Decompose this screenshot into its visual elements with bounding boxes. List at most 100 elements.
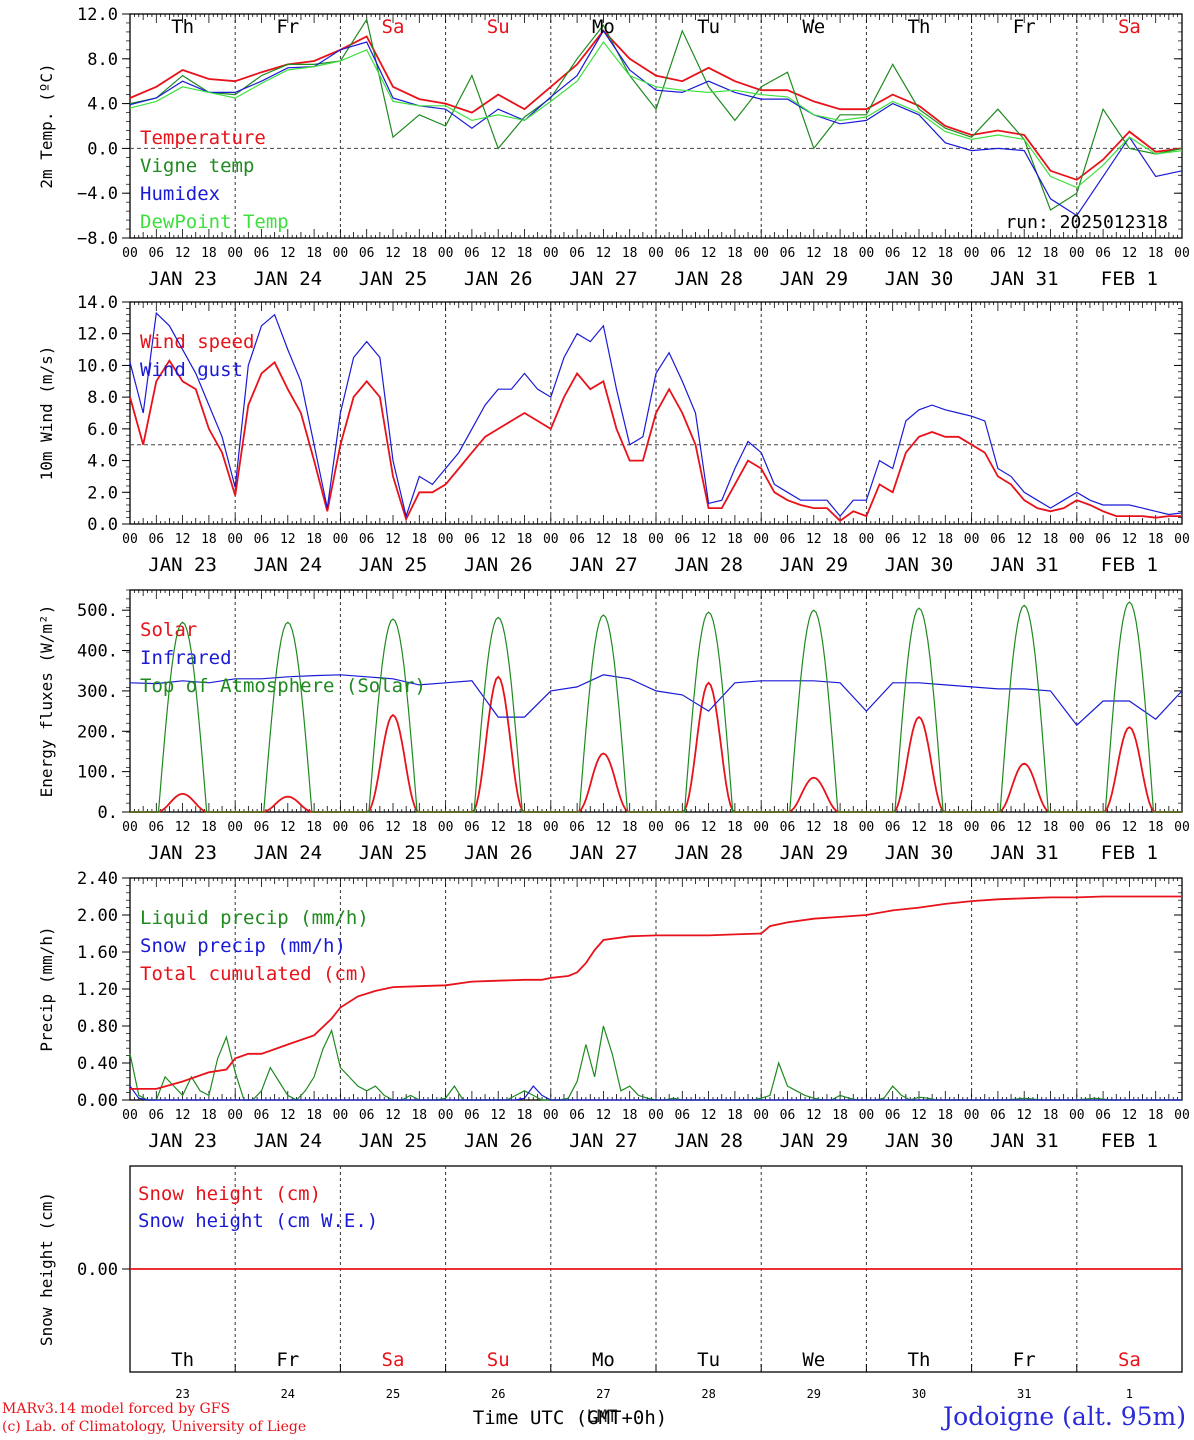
y-axis-label: 10m Wind (m/s) xyxy=(37,346,56,481)
y-tick-label: 100. xyxy=(77,763,118,783)
hour-tick-label: 00 xyxy=(333,820,349,835)
hour-tick-label: 12 xyxy=(1122,820,1138,835)
hour-tick-label: 06 xyxy=(359,532,375,547)
hour-tick-label: 18 xyxy=(832,532,848,547)
hour-tick-label: 06 xyxy=(148,1108,164,1123)
hour-tick-label: 06 xyxy=(990,820,1006,835)
hour-tick-label: 18 xyxy=(832,1108,848,1123)
day-number-label: 27 xyxy=(596,1387,610,1401)
hour-tick-label: 06 xyxy=(885,532,901,547)
hour-tick-label: 18 xyxy=(1043,820,1059,835)
y-axis-label: Precip (mm/h) xyxy=(37,926,56,1051)
date-label: JAN 24 xyxy=(253,842,322,864)
weekday-label: Mo xyxy=(592,1349,615,1371)
hour-tick-label: 06 xyxy=(254,820,270,835)
date-label: JAN 29 xyxy=(779,1130,848,1152)
hour-tick-label: 06 xyxy=(359,1108,375,1123)
date-label: FEB 1 xyxy=(1101,554,1158,576)
date-label: JAN 25 xyxy=(359,1130,428,1152)
y-tick-label: 4.0 xyxy=(87,95,118,115)
y-tick-label: 0.00 xyxy=(77,1091,118,1111)
date-label: JAN 28 xyxy=(674,268,743,290)
weekday-label: Fr xyxy=(1013,16,1036,38)
date-label: JAN 31 xyxy=(990,554,1059,576)
date-label: JAN 30 xyxy=(885,554,954,576)
run-annotation: run: 2025012318 xyxy=(1005,212,1168,233)
y-tick-label: 1.20 xyxy=(77,980,118,1000)
date-label: JAN 26 xyxy=(464,268,533,290)
hour-tick-label: 00 xyxy=(859,246,875,261)
hour-tick-label: 12 xyxy=(701,246,717,261)
hour-tick-label: 12 xyxy=(806,820,822,835)
weekday-label: Tu xyxy=(697,1349,720,1371)
hour-tick-label: 00 xyxy=(438,1108,454,1123)
hour-tick-label: 18 xyxy=(1148,246,1164,261)
hour-tick-label: 18 xyxy=(306,246,322,261)
hour-tick-label: 18 xyxy=(306,820,322,835)
hour-tick-label: 00 xyxy=(333,532,349,547)
y-axis-label: 2m Temp. (ºC) xyxy=(37,63,56,188)
hour-tick-label: 18 xyxy=(937,532,953,547)
date-label: JAN 27 xyxy=(569,268,638,290)
hour-tick-label: 12 xyxy=(596,1108,612,1123)
date-label: FEB 1 xyxy=(1101,1130,1158,1152)
hour-tick-label: 12 xyxy=(1016,532,1032,547)
y-tick-label: 0.0 xyxy=(87,139,118,159)
hour-tick-label: 06 xyxy=(464,532,480,547)
legend-entry: Infrared xyxy=(140,647,232,669)
hour-tick-label: 18 xyxy=(622,1108,638,1123)
x-axis-label-overlay: LMT xyxy=(587,1407,618,1427)
model-credit: MARv3.14 model forced by GFS (c) Lab. of… xyxy=(2,1400,306,1436)
y-tick-label: 8.0 xyxy=(87,50,118,70)
hour-tick-label: 18 xyxy=(622,246,638,261)
hour-tick-label: 00 xyxy=(227,1108,243,1123)
hour-tick-label: 18 xyxy=(937,820,953,835)
hour-tick-label: 06 xyxy=(885,246,901,261)
series-line-temperature xyxy=(129,29,1183,181)
day-number-label: 24 xyxy=(281,1387,295,1401)
hour-tick-label: 06 xyxy=(464,1108,480,1123)
hour-tick-label: 06 xyxy=(780,246,796,261)
hour-tick-label: 12 xyxy=(701,1108,717,1123)
hour-tick-label: 00 xyxy=(438,246,454,261)
hour-tick-label: 12 xyxy=(596,532,612,547)
hour-tick-label: 12 xyxy=(806,532,822,547)
hour-tick-label: 18 xyxy=(1043,1108,1059,1123)
weekday-label: We xyxy=(802,1349,825,1371)
hour-tick-label: 06 xyxy=(1095,246,1111,261)
legend-entry: Solar xyxy=(140,619,197,641)
date-label: JAN 28 xyxy=(674,842,743,864)
hour-tick-label: 06 xyxy=(780,1108,796,1123)
plot-frame xyxy=(129,13,1183,239)
weekday-label: We xyxy=(802,16,825,38)
hour-tick-label: 06 xyxy=(148,532,164,547)
hour-tick-label: 06 xyxy=(674,820,690,835)
hour-tick-label: 00 xyxy=(543,246,559,261)
hour-tick-label: 18 xyxy=(937,246,953,261)
hour-tick-label: 18 xyxy=(411,1108,427,1123)
hour-tick-label: 06 xyxy=(780,820,796,835)
weekday-label: Th xyxy=(171,16,194,38)
hour-tick-label: 12 xyxy=(280,820,296,835)
hour-tick-label: 00 xyxy=(122,820,138,835)
hour-tick-label: 06 xyxy=(359,820,375,835)
hour-tick-label: 06 xyxy=(148,246,164,261)
weekday-label: Fr xyxy=(1013,1349,1036,1371)
series-line-snow-precip-mm-h- xyxy=(129,1085,1182,1101)
date-label: JAN 23 xyxy=(148,1130,217,1152)
hour-tick-label: 12 xyxy=(490,246,506,261)
date-label: JAN 25 xyxy=(359,842,428,864)
day-number-label: 25 xyxy=(386,1387,400,1401)
hour-tick-label: 00 xyxy=(753,1108,769,1123)
weekday-label: Th xyxy=(908,16,931,38)
legend-entry: Snow height (cm) xyxy=(138,1183,321,1205)
hour-tick-label: 00 xyxy=(438,532,454,547)
hour-tick-label: 12 xyxy=(385,820,401,835)
hour-tick-label: 06 xyxy=(359,246,375,261)
weekday-label: Sa xyxy=(382,1349,405,1371)
legend-entry: Snow height (cm W.E.) xyxy=(138,1210,378,1232)
hour-tick-label: 00 xyxy=(438,820,454,835)
hour-tick-label: 00 xyxy=(543,532,559,547)
weekday-label: Su xyxy=(487,16,510,38)
hour-tick-label: 00 xyxy=(1069,820,1085,835)
